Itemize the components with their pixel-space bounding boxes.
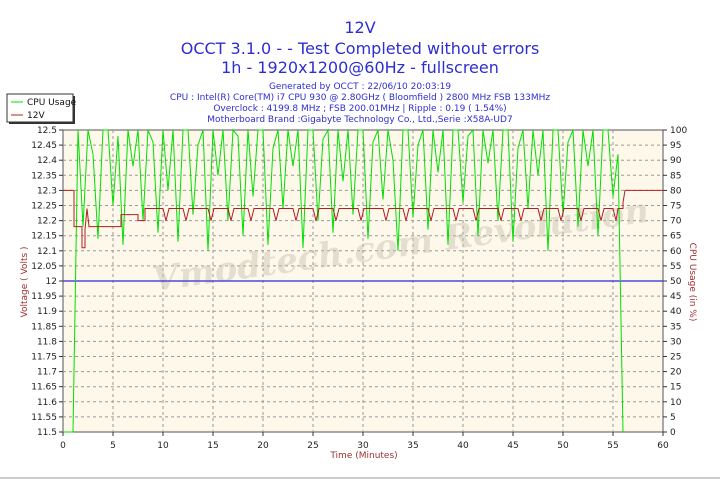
y-tick-label: 11.55 [31,413,57,423]
chart-test-config: 1h - 1920x1200@60Hz - fullscreen [221,58,499,77]
y2-tick-label: 65 [670,232,681,242]
overclock-info: Overclock : 4199.8 MHz ; FSB 200.01MHz |… [213,104,507,114]
x-tick-label: 55 [607,441,618,451]
y-tick-label: 12.15 [31,232,57,242]
y2-tick-label: 30 [670,337,682,347]
y2-tick-label: 50 [670,277,682,287]
y2-tick-label: 90 [670,156,682,166]
y2-tick-label: 10 [670,398,682,408]
y-tick-label: 11.6 [37,398,57,408]
y-axis-label: Voltage ( Volts ) [20,246,30,317]
legend-label-12v: 12V [27,111,45,121]
y2-tick-label: 40 [670,307,682,317]
y-tick-label: 12.3 [37,186,57,196]
x-tick-label: 5 [110,441,116,451]
y-tick-label: 11.8 [37,337,57,347]
x-tick-label: 45 [507,441,518,451]
y2-tick-label: 95 [670,141,681,151]
y-tick-label: 12.05 [31,262,57,272]
y-tick-label: 12 [46,277,57,287]
x-tick-label: 60 [657,441,669,451]
y2-tick-label: 85 [670,171,681,181]
y2-axis-label: CPU Usage (in %) [687,243,697,322]
x-axis-label: Time (Minutes) [329,451,397,461]
y2-tick-label: 45 [670,292,681,302]
legend-label-cpu: CPU Usage [27,98,77,108]
y-tick-label: 11.65 [31,383,57,393]
y-tick-label: 11.9 [37,307,57,317]
y-tick-label: 12.45 [31,141,57,151]
series-cpu-usage [63,128,624,433]
y-tick-label: 12.2 [37,217,57,227]
y2-tick-label: 25 [670,353,681,363]
x-tick-label: 15 [207,441,218,451]
series-12v [63,189,663,249]
y-tick-label: 11.75 [31,353,57,363]
y2-tick-label: 70 [670,217,682,227]
x-tick-label: 0 [60,441,66,451]
y2-tick-label: 20 [670,368,682,378]
chart-title: 12V [344,18,376,37]
y-tick-label: 12.1 [37,247,57,257]
y-tick-label: 12.5 [37,126,57,136]
y2-tick-label: 0 [670,428,676,438]
y2-tick-label: 75 [670,202,681,212]
motherboard-info: Motherboard Brand :Gigabyte Technology C… [207,115,513,125]
legend: CPU Usage 12V [6,93,77,124]
y2-tick-label: 55 [670,262,681,272]
y-tick-label: 11.95 [31,292,57,302]
x-tick-label: 10 [157,441,169,451]
y2-tick-label: 80 [670,186,682,196]
chart-subtitle: OCCT 3.1.0 - - Test Completed without er… [180,39,540,58]
y-tick-label: 12.4 [37,156,57,166]
y2-tick-label: 35 [670,322,681,332]
y-tick-label: 11.7 [37,368,57,378]
y2-tick-label: 60 [670,247,682,257]
y2-tick-label: 5 [670,413,676,423]
y-tick-label: 12.35 [31,171,57,181]
generated-info: Generated by OCCT : 22/06/10 20:03:19 [268,82,452,92]
x-tick-label: 25 [307,441,318,451]
x-tick-label: 50 [557,441,569,451]
y-tick-label: 11.5 [37,428,57,438]
y2-tick-label: 100 [670,126,687,136]
x-tick-label: 20 [257,441,269,451]
y-tick-label: 12.25 [31,202,57,212]
y-tick-label: 11.85 [31,322,57,332]
y2-tick-label: 15 [670,383,681,393]
x-tick-label: 30 [357,441,369,451]
x-tick-label: 35 [407,441,418,451]
x-tick-label: 40 [457,441,469,451]
cpu-info: CPU : Intel(R) Core(TM) i7 CPU 930 @ 2.8… [169,93,551,103]
